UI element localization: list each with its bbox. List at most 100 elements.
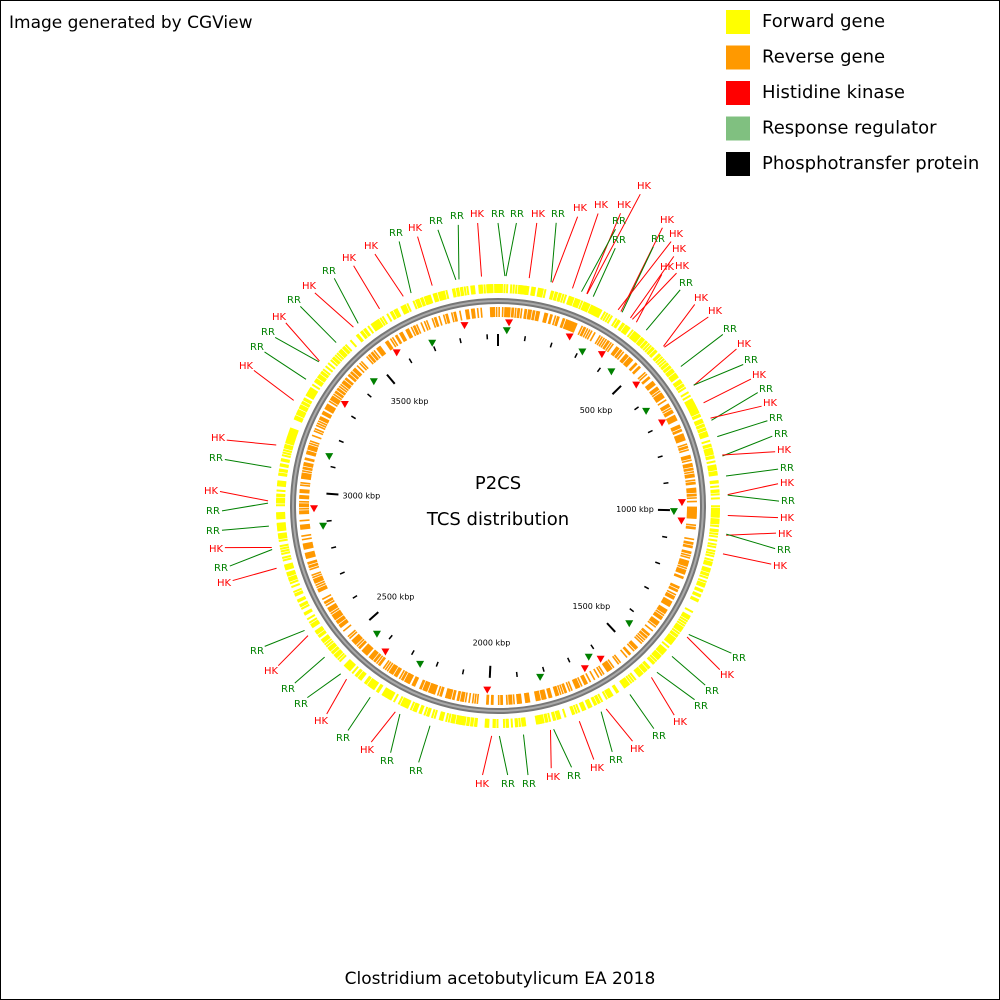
forward-gene [699,433,709,439]
reverse-gene [336,388,346,396]
reverse-gene [342,380,352,389]
forward-gene [579,701,586,711]
feature-label: HK [780,513,795,524]
reverse-gene [378,345,387,355]
forward-gene [355,334,363,343]
scale-tick [655,561,661,565]
leader-line [635,274,663,323]
reverse-gene [480,307,483,318]
reverse-gene [683,540,694,544]
forward-gene [349,339,358,348]
forward-gene [638,664,646,674]
reverse-gene [448,689,453,700]
reverse-gene [309,440,320,445]
forward-gene [704,452,714,457]
forward-gene [297,409,307,415]
leader-line [553,728,573,768]
forward-gene [369,679,377,688]
forward-gene [351,665,359,675]
forward-gene [375,683,383,693]
reverse-gene [581,675,587,685]
forward-gene [308,617,318,624]
reverse-gene [302,542,313,547]
reverse-gene [303,463,314,467]
forward-gene [707,468,718,472]
forward-gene [633,334,642,344]
forward-gene [514,284,518,294]
reverse-gene [332,611,343,619]
tcs-marker [536,673,545,681]
forward-gene [425,707,431,717]
forward-gene [526,285,530,296]
reverse-gene [539,690,544,701]
forward-gene [709,528,719,532]
reverse-gene [683,541,694,545]
forward-gene [619,680,626,689]
forward-gene [467,716,471,727]
tcs-marker [483,686,492,694]
forward-gene [288,431,298,436]
reverse-gene [680,454,691,459]
forward-gene [428,294,434,304]
forward-gene [426,295,431,305]
scale-tick [606,622,616,633]
reverse-gene [447,688,452,699]
forward-gene [302,398,312,405]
forward-gene [686,402,696,409]
reverse-gene [597,665,605,675]
leader-line [505,222,517,277]
leader-line [314,292,354,328]
forward-gene [698,430,708,436]
reverse-gene [635,634,644,643]
feature-label: RR [214,563,228,574]
reverse-gene [564,319,570,330]
reverse-gene [680,554,691,559]
tcs-marker [460,322,469,330]
forward-gene [699,574,709,580]
reverse-gene [682,462,693,467]
forward-gene [278,473,288,477]
map-subtitle: TCS distribution [426,509,569,530]
reverse-gene [678,559,689,564]
reverse-gene [408,674,415,685]
forward-gene [383,688,391,698]
forward-gene [691,413,701,420]
reverse-gene [546,688,551,699]
forward-gene [588,305,595,315]
reverse-gene [308,444,319,450]
feature-label: HK [470,209,485,220]
forward-gene [547,712,552,722]
reverse-gene [348,373,357,382]
reverse-gene [324,406,335,413]
feature-label: HK [660,215,675,226]
forward-gene [660,362,669,370]
forward-gene [696,581,706,587]
leader-line [621,246,654,313]
forward-gene [556,292,561,302]
reverse-gene [312,573,322,579]
forward-gene [636,666,644,675]
forward-gene [621,678,629,688]
reverse-gene [517,693,520,704]
legend-label: Histidine kinase [762,82,905,103]
feature-label: RR [781,496,795,507]
reverse-gene [527,692,531,703]
feature-label: RR [336,733,350,744]
forward-gene [441,290,446,301]
reverse-gene [445,313,450,324]
forward-gene [666,370,675,378]
reverse-gene [385,340,393,350]
feature-label: RR [769,413,783,424]
forward-gene [277,480,287,484]
reverse-gene [308,442,319,448]
forward-gene [523,717,527,727]
tcs-marker [632,381,641,389]
reverse-gene [663,596,673,604]
reverse-gene [650,616,660,625]
forward-gene [305,393,315,400]
forward-gene [696,424,706,430]
forward-gene [458,715,462,725]
forward-gene [377,318,384,328]
forward-gene [703,559,713,564]
reverse-gene [620,354,629,363]
